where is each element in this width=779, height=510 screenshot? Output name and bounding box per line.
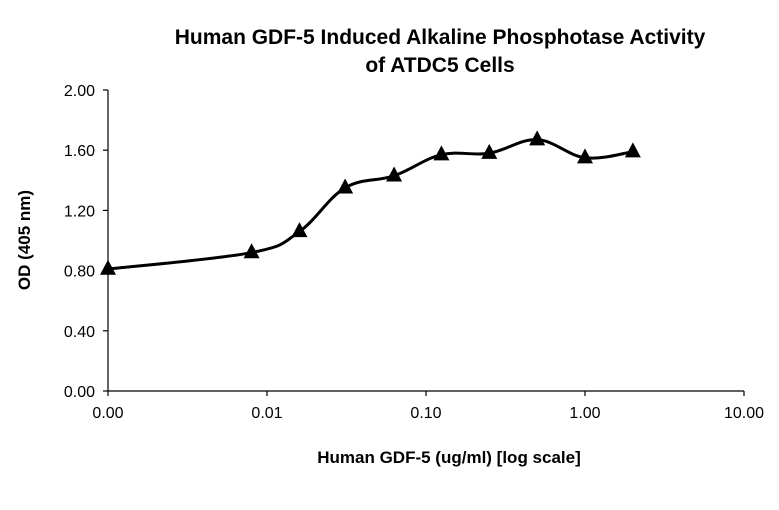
y-tick-label: 2.00 (64, 83, 95, 100)
y-tick-labels: 0.00 0.40 0.80 1.20 1.60 2.00 (64, 83, 95, 401)
data-point-marker (481, 143, 498, 159)
data-point-marker (243, 243, 260, 259)
y-tick-label: 0.00 (64, 384, 95, 401)
data-point-marker (337, 178, 354, 194)
series-line (106, 138, 635, 271)
data-point-marker (433, 145, 450, 161)
x-tick-label: 0.00 (92, 405, 123, 422)
data-point-marker (529, 130, 546, 146)
x-tick-label: 1.00 (569, 405, 600, 422)
y-tick-label: 0.80 (64, 264, 95, 281)
y-tick-label: 1.60 (64, 143, 95, 160)
data-point-marker (100, 259, 116, 275)
x-tick-labels: 0.00 0.01 0.10 1.00 10.00 (92, 405, 764, 422)
chart-title-line-1: Human GDF-5 Induced Alkaline Phosphotase… (175, 26, 706, 49)
y-tick-label: 0.40 (64, 324, 95, 341)
y-axis-label: OD (405 nm) (15, 190, 34, 290)
x-tick-label: 0.10 (410, 405, 441, 422)
x-axis-label: Human GDF-5 (ug/ml) [log scale] (317, 448, 581, 467)
y-tick-label: 1.20 (64, 203, 95, 220)
data-point-marker (386, 166, 403, 182)
x-tick-label: 0.01 (251, 405, 282, 422)
x-tick-label: 10.00 (724, 405, 764, 422)
data-markers (100, 130, 641, 275)
chart-title-line-2: of ATDC5 Cells (365, 54, 514, 77)
tick-marks (103, 89, 745, 396)
data-point-marker (624, 142, 641, 158)
data-point-marker (291, 222, 308, 238)
data-point-marker (577, 148, 593, 164)
